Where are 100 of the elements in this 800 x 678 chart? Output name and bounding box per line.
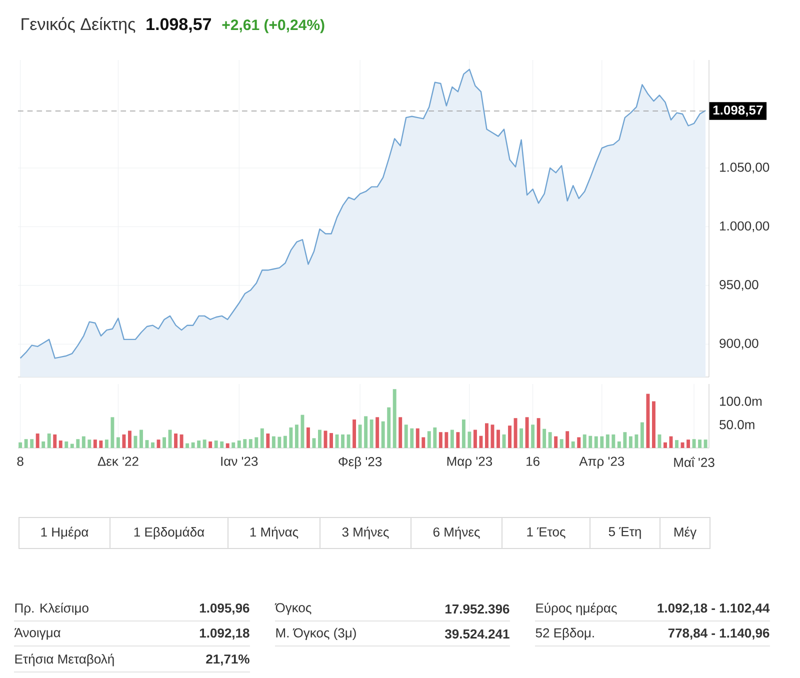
bar <box>634 434 638 448</box>
text: 1.095,96 <box>200 603 250 615</box>
bar <box>594 436 598 448</box>
text: Ετήσια Μεταβολή <box>15 654 114 666</box>
bar <box>93 440 97 448</box>
bar <box>140 430 143 448</box>
bar <box>174 434 178 448</box>
bar <box>306 427 310 448</box>
bar <box>254 437 258 448</box>
bar <box>352 420 356 448</box>
text: 1 Μήνας <box>250 526 298 540</box>
bar <box>496 430 500 448</box>
text: 21,71% <box>206 654 250 666</box>
bar <box>462 420 466 448</box>
bar <box>571 441 575 448</box>
bar <box>151 442 154 448</box>
bar <box>484 423 488 448</box>
bar <box>376 417 380 448</box>
bar <box>664 442 667 448</box>
bar <box>53 434 57 448</box>
bar <box>70 444 74 448</box>
bar <box>617 441 621 448</box>
bar <box>202 440 206 448</box>
text: 1 Εβδομάδα <box>134 526 204 540</box>
text: 1.092,18 - 1.102,44 <box>658 603 770 615</box>
y-tick-label: 1.000,00 <box>720 221 770 232</box>
bar <box>226 443 230 448</box>
x-tick-label: Μαρ '23 <box>447 456 492 468</box>
bar <box>508 426 512 448</box>
bar <box>704 440 708 448</box>
bar <box>358 424 362 448</box>
text: Πρ. Κλείσιμο <box>15 602 88 616</box>
bar <box>283 436 287 448</box>
bar <box>536 418 540 448</box>
bar <box>612 434 616 448</box>
bar <box>76 439 80 448</box>
bar <box>658 434 662 448</box>
bar <box>47 434 51 448</box>
x-tick-label: 16 <box>526 456 540 466</box>
bar <box>318 430 322 448</box>
x-tick-label: Ιαν '23 <box>221 456 258 466</box>
bar <box>652 401 656 448</box>
bar <box>24 439 28 448</box>
bar <box>479 436 483 448</box>
bar <box>272 436 276 448</box>
bar <box>214 440 218 448</box>
bar <box>30 439 34 448</box>
bar <box>18 442 22 448</box>
x-tick-label: Μαΐ '23 <box>674 456 714 467</box>
ref-line-label: 1.098,57 <box>713 105 763 117</box>
bar <box>600 436 604 448</box>
bar <box>232 442 236 448</box>
bar <box>82 436 86 448</box>
bar <box>410 428 414 448</box>
text: 39.524.241 <box>444 629 510 639</box>
bar <box>330 433 333 448</box>
bar <box>525 417 529 448</box>
bar <box>514 418 518 448</box>
bar <box>456 432 460 448</box>
bar <box>398 417 402 448</box>
bar <box>370 420 374 448</box>
bar <box>197 440 201 448</box>
text: 3 Μήνες <box>342 526 389 540</box>
bar <box>237 440 241 448</box>
bar <box>110 417 114 448</box>
bar <box>162 437 166 448</box>
bar <box>128 430 132 448</box>
bar <box>520 428 524 448</box>
chart-title: Γενικός Δείκτης <box>22 17 136 34</box>
chart-subtitle: 1.098,57 <box>146 18 212 33</box>
text: 1 Έτος <box>527 527 566 539</box>
bar <box>577 437 581 448</box>
bar <box>640 422 644 448</box>
bar <box>116 437 120 448</box>
bar <box>582 434 586 448</box>
bar <box>628 436 632 448</box>
bar <box>606 434 610 448</box>
bar <box>346 434 350 448</box>
bar <box>289 427 293 448</box>
text: 5 Έτη <box>608 527 641 539</box>
bar <box>278 436 282 448</box>
text: 1.092,18 <box>200 628 250 640</box>
y-tick-label: 1.050,00 <box>720 162 770 174</box>
bar <box>64 441 68 448</box>
text: 778,84 - 1.140,96 <box>668 628 770 640</box>
bar <box>427 431 431 448</box>
text: Άνοιγμα <box>14 628 60 640</box>
bar <box>42 441 46 448</box>
bar <box>364 416 368 448</box>
bar <box>416 428 420 448</box>
bar <box>542 428 546 448</box>
bar <box>335 434 339 448</box>
bar <box>468 432 472 448</box>
y-tick-label: 50.0m <box>720 420 754 430</box>
bar <box>260 428 264 448</box>
bar <box>243 439 247 448</box>
bar <box>560 439 564 448</box>
text: Μέγ <box>674 526 697 540</box>
y-tick-label: 100.0m <box>720 396 762 406</box>
bar <box>588 436 592 448</box>
